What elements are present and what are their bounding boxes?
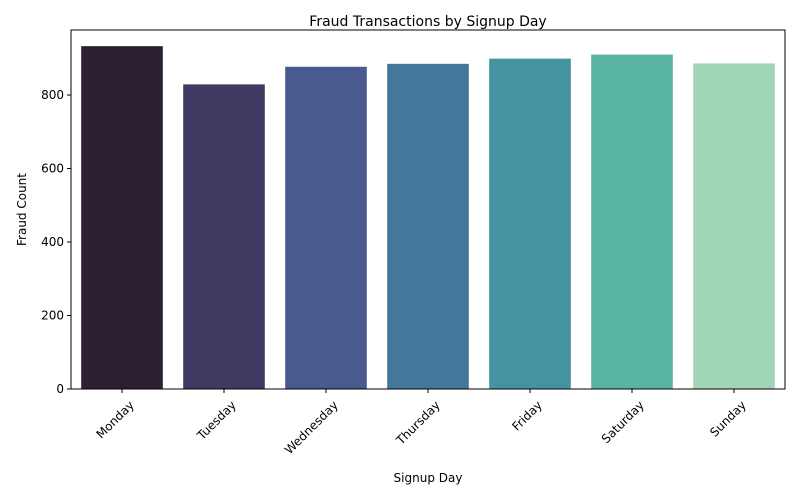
x-tick-label: Tuesday — [194, 398, 239, 443]
bar-friday — [489, 58, 571, 389]
bar-sunday — [693, 63, 775, 389]
x-tick-label: Sunday — [707, 398, 749, 440]
y-tick-label: 0 — [56, 382, 64, 396]
bar-saturday — [591, 54, 673, 390]
y-tick-label: 200 — [41, 309, 64, 323]
x-axis-label: Signup Day — [394, 471, 463, 485]
x-axis: Monday Tuesday Wednesday Thursday Friday Satu… — [94, 389, 749, 457]
y-axis: 0 200 400 600 800 — [41, 88, 71, 396]
y-tick-label: 600 — [41, 162, 64, 176]
plot-frame — [70, 29, 786, 390]
bar-monday — [81, 46, 163, 390]
x-tick-label: Saturday — [599, 398, 647, 446]
y-tick-label: 800 — [41, 88, 64, 102]
y-axis-label: Fraud Count — [15, 173, 29, 246]
bar-tuesday — [183, 84, 265, 389]
bar-wednesday — [285, 66, 367, 389]
chart-title: Fraud Transactions by Signup Day — [309, 14, 546, 30]
x-tick-label: Thursday — [393, 398, 443, 448]
x-tick-label: Friday — [509, 398, 545, 434]
bars-group — [81, 46, 775, 390]
y-tick-label: 400 — [41, 235, 64, 249]
x-tick-label: Monday — [94, 398, 137, 441]
x-tick-label: Wednesday — [282, 398, 341, 457]
bar-thursday — [387, 63, 469, 390]
